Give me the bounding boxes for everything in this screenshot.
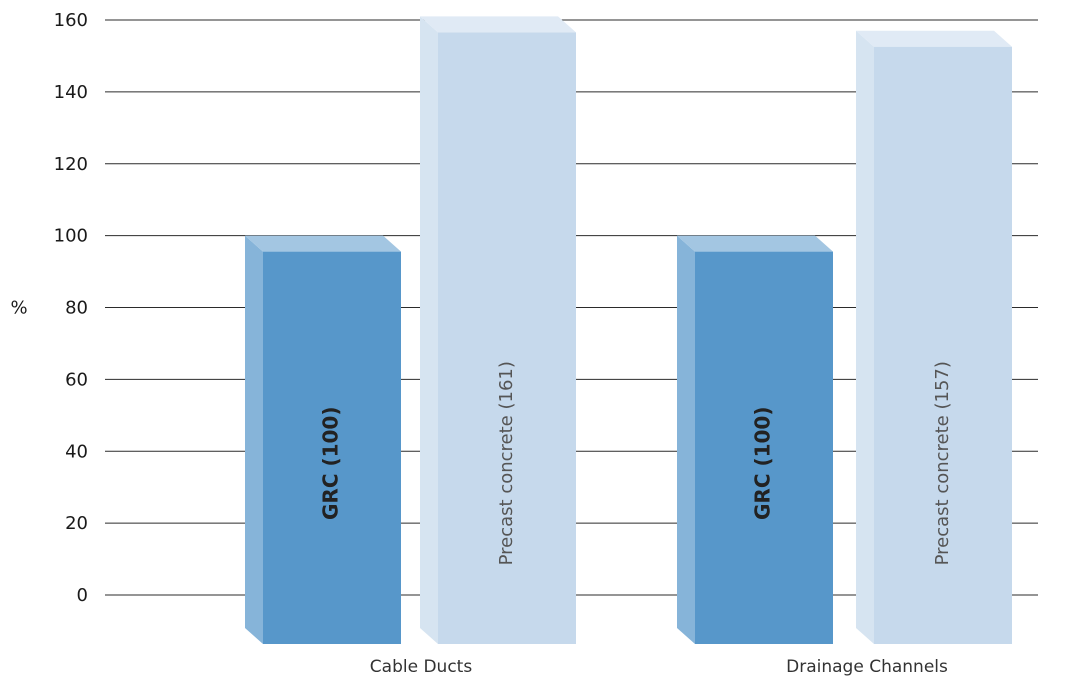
bar-value-label: Precast concrete (161)	[496, 361, 517, 565]
y-tick-label: 40	[65, 441, 88, 462]
y-axis-unit-label: %	[10, 298, 27, 319]
y-tick-label: 0	[77, 585, 88, 606]
bar: Precast concrete (157)	[856, 30, 1012, 644]
bar-value-label: Precast concrete (157)	[932, 361, 953, 565]
y-tick-label: 60	[65, 369, 88, 390]
y-tick-label: 80	[65, 298, 88, 319]
bar-front-face	[695, 251, 833, 644]
bar-top-face	[420, 16, 576, 33]
x-category-label: Drainage Channels	[786, 657, 948, 677]
bar-side-face	[677, 235, 695, 644]
x-category-label: Cable Ducts	[370, 657, 473, 677]
y-axis-ticks: 0 20 40 60 80 100 120 140 160	[54, 10, 88, 606]
bar-side-face	[420, 16, 438, 644]
category-labels: Cable Ducts Drainage Channels	[370, 657, 948, 677]
bar-value-label: GRC (100)	[319, 407, 343, 521]
y-tick-label: 160	[54, 10, 88, 31]
bar-top-face	[856, 30, 1012, 47]
bar-top-face	[245, 235, 401, 252]
bar-front-face	[263, 251, 401, 644]
bar-value-label: GRC (100)	[751, 407, 775, 521]
bar-side-face	[856, 30, 874, 644]
bar-front-face	[438, 32, 576, 644]
bar: Precast concrete (161)	[420, 16, 576, 644]
bar-side-face	[245, 235, 263, 644]
bar: GRC (100)	[677, 235, 833, 644]
y-tick-label: 120	[54, 154, 88, 175]
bars: GRC (100) Precast concrete (161) GRC (100)…	[245, 16, 1012, 644]
y-tick-label: 20	[65, 513, 88, 534]
y-tick-label: 100	[54, 226, 88, 247]
y-tick-label: 140	[54, 82, 88, 103]
bar-front-face	[874, 46, 1012, 644]
bar-top-face	[677, 235, 833, 252]
bar: GRC (100)	[245, 235, 401, 644]
